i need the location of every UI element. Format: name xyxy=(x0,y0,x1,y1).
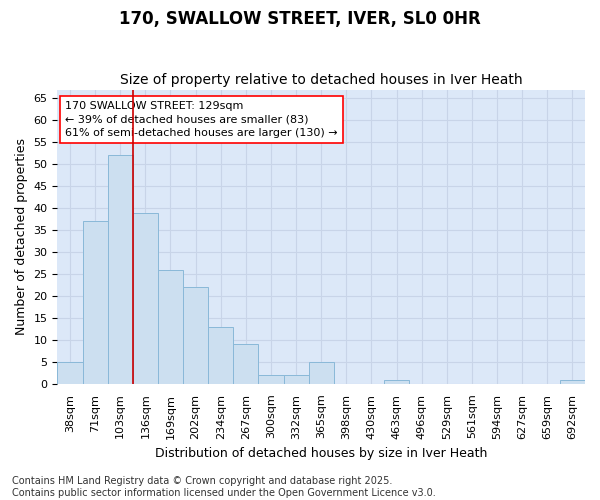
Bar xyxy=(259,375,284,384)
Bar xyxy=(183,288,208,384)
X-axis label: Distribution of detached houses by size in Iver Heath: Distribution of detached houses by size … xyxy=(155,447,487,460)
Y-axis label: Number of detached properties: Number of detached properties xyxy=(15,138,28,335)
Bar xyxy=(158,270,183,384)
Text: 170, SWALLOW STREET, IVER, SL0 0HR: 170, SWALLOW STREET, IVER, SL0 0HR xyxy=(119,10,481,28)
Bar xyxy=(58,362,83,384)
Bar xyxy=(83,222,107,384)
Text: 170 SWALLOW STREET: 129sqm
← 39% of detached houses are smaller (83)
61% of semi: 170 SWALLOW STREET: 129sqm ← 39% of deta… xyxy=(65,102,338,138)
Bar xyxy=(560,380,585,384)
Bar xyxy=(233,344,259,384)
Bar xyxy=(384,380,409,384)
Title: Size of property relative to detached houses in Iver Heath: Size of property relative to detached ho… xyxy=(120,73,523,87)
Bar xyxy=(133,212,158,384)
Bar xyxy=(107,156,133,384)
Bar xyxy=(308,362,334,384)
Bar xyxy=(284,375,308,384)
Text: Contains HM Land Registry data © Crown copyright and database right 2025.
Contai: Contains HM Land Registry data © Crown c… xyxy=(12,476,436,498)
Bar xyxy=(208,327,233,384)
